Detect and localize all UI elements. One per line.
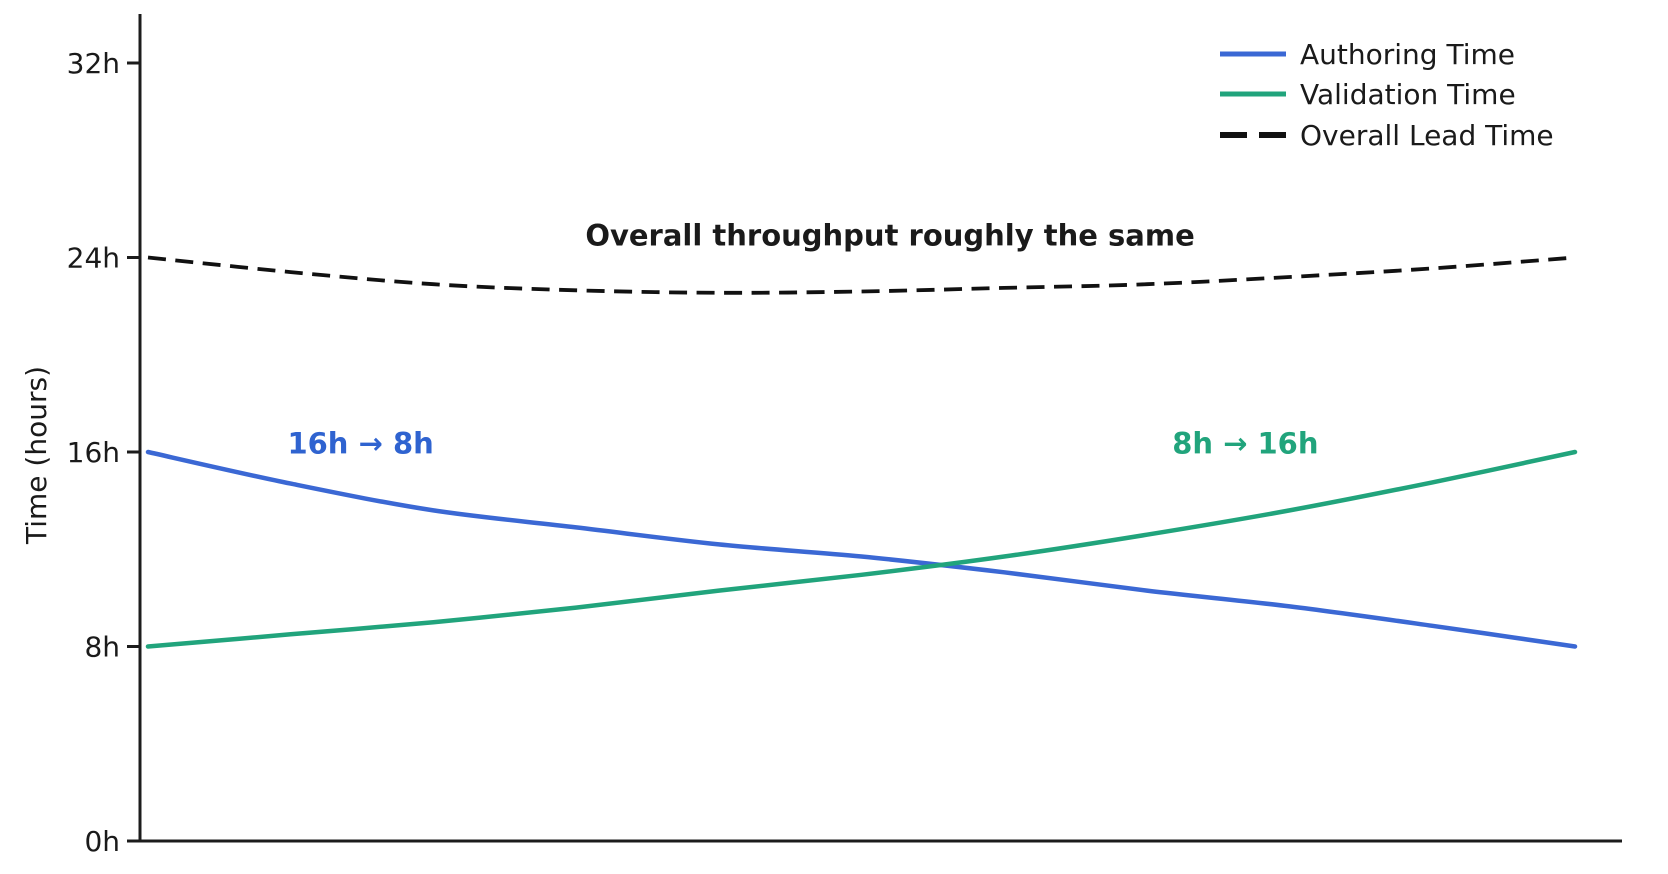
- y-tick-label-24h: 24h: [67, 242, 120, 275]
- y-tick-label-16h: 16h: [67, 436, 120, 469]
- legend-label: Validation Time: [1300, 78, 1516, 111]
- annotation-authoring-change: 16h → 8h: [287, 426, 433, 460]
- y-tick-marks: [127, 61, 140, 843]
- legend-label: Overall Lead Time: [1300, 119, 1554, 152]
- legend: Authoring Time Validation Time Overall L…: [1220, 38, 1554, 152]
- legend-item-validation-time: Validation Time: [1220, 78, 1516, 111]
- annotation-overall-throughput: Overall throughput roughly the same: [585, 219, 1194, 253]
- y-axis-label: Time (hours): [20, 366, 53, 545]
- y-tick-label-8h: 8h: [84, 631, 120, 664]
- validation-time-line: [145, 449, 1578, 649]
- y-tick-label-32h: 32h: [67, 47, 120, 80]
- overall-lead-time-line: [147, 255, 1576, 295]
- authoring-time-line: [145, 449, 1578, 649]
- legend-label: Authoring Time: [1300, 38, 1515, 71]
- legend-item-overall-lead-time: Overall Lead Time: [1220, 119, 1554, 152]
- y-tick-label-0h: 0h: [84, 825, 120, 858]
- annotation-validation-change: 8h → 16h: [1172, 426, 1318, 460]
- legend-item-authoring-time: Authoring Time: [1220, 38, 1515, 71]
